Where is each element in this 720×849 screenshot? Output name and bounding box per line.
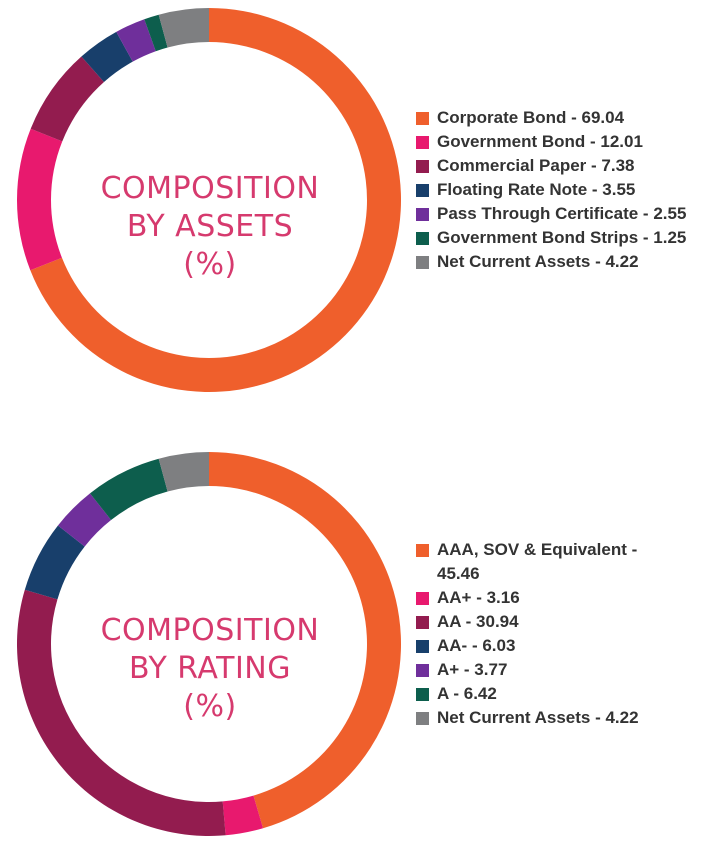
assets-title-line-2: BY ASSETS	[126, 209, 294, 244]
assets-title-line-1: COMPOSITION	[100, 171, 320, 206]
assets-title-line-3: (%)	[183, 247, 237, 282]
legend-swatch	[416, 208, 429, 221]
rating-slice-aa	[24, 525, 85, 600]
rating-slice-net-current-assets	[158, 452, 209, 492]
legend-label: A+ - 3.77	[437, 660, 508, 679]
legend-label: Floating Rate Note - 3.55	[437, 180, 636, 199]
legend-item-aa-plus: AA+ - 3.16	[416, 586, 677, 610]
legend-item-a: A - 6.42	[416, 682, 677, 706]
legend-swatch	[416, 592, 429, 605]
rating-title-line-2: BY RATING	[129, 651, 291, 686]
legend-item-pass-through-certificate: Pass Through Certificate - 2.55	[416, 202, 686, 226]
rating-composition-chart: COMPOSITION BY RATING (%) AAA, SOV & Equ…	[0, 440, 720, 849]
legend-item-aa-minus: AA- - 6.03	[416, 634, 677, 658]
legend-item-net-current-assets: Net Current Assets - 4.22	[416, 250, 686, 274]
rating-slice-a	[57, 493, 112, 547]
legend-label: Net Current Assets - 4.22	[437, 252, 639, 271]
assets-slice-government-bond	[16, 128, 63, 271]
legend-item-government-bond: Government Bond - 12.01	[416, 130, 686, 154]
legend-label: AA- - 6.03	[437, 636, 516, 655]
legend-item-floating-rate-note: Floating Rate Note - 3.55	[416, 178, 686, 202]
legend-item-aaa-sov-equivalent: AAA, SOV & Equivalent - 45.46	[416, 538, 677, 586]
rating-title-line-1: COMPOSITION	[100, 613, 320, 648]
legend-item-net-current-assets: Net Current Assets - 4.22	[416, 706, 677, 730]
rating-legend: AAA, SOV & Equivalent - 45.46 AA+ - 3.16…	[416, 538, 677, 730]
legend-item-commercial-paper: Commercial Paper - 7.38	[416, 154, 686, 178]
legend-label: AA - 30.94	[437, 612, 519, 631]
rating-slice-a	[89, 458, 168, 521]
assets-slice-commercial-paper	[30, 56, 104, 142]
assets-composition-chart: COMPOSITION BY ASSETS (%) Corporate Bond…	[0, 0, 720, 400]
legend-swatch	[416, 640, 429, 653]
legend-swatch	[416, 136, 429, 149]
legend-swatch	[416, 544, 429, 557]
legend-swatch	[416, 664, 429, 677]
assets-center-title: COMPOSITION BY ASSETS (%)	[80, 170, 340, 284]
legend-label: Corporate Bond - 69.04	[437, 108, 625, 127]
legend-item-corporate-bond: Corporate Bond - 69.04	[416, 106, 686, 130]
legend-label: Government Bond - 12.01	[437, 132, 643, 151]
rating-title-line-3: (%)	[183, 689, 237, 724]
legend-label: Government Bond Strips - 1.25	[437, 228, 687, 247]
legend-label: AA+ - 3.16	[437, 588, 520, 607]
legend-label: Pass Through Certificate - 2.55	[437, 204, 687, 223]
legend-label: A - 6.42	[437, 684, 497, 703]
legend-item-aa: AA - 30.94	[416, 610, 677, 634]
legend-swatch	[416, 112, 429, 125]
legend-swatch	[416, 256, 429, 269]
legend-item-government-bond-strips: Government Bond Strips - 1.25	[416, 226, 686, 250]
legend-label: AAA, SOV & Equivalent - 45.46	[437, 540, 638, 583]
legend-label: Net Current Assets - 4.22	[437, 708, 639, 727]
legend-swatch	[416, 712, 429, 725]
assets-slice-government-bond-strips	[144, 14, 168, 52]
legend-swatch	[416, 232, 429, 245]
rating-slice-aa	[222, 795, 264, 836]
assets-legend: Corporate Bond - 69.04 Government Bond -…	[416, 106, 686, 274]
assets-slice-net-current-assets	[158, 8, 209, 48]
legend-swatch	[416, 616, 429, 629]
legend-label: Commercial Paper - 7.38	[437, 156, 635, 175]
legend-swatch	[416, 688, 429, 701]
rating-slice-aaa-sov-equivalent	[209, 452, 401, 829]
rating-center-title: COMPOSITION BY RATING (%)	[80, 612, 340, 726]
assets-donut-chart	[16, 8, 401, 392]
rating-donut-chart	[17, 452, 401, 836]
assets-slice-pass-through-certificate	[116, 19, 156, 62]
rating-slice-aa	[17, 589, 226, 836]
legend-swatch	[416, 184, 429, 197]
assets-slice-floating-rate-note	[81, 31, 133, 82]
legend-swatch	[416, 160, 429, 173]
legend-item-a-plus: A+ - 3.77	[416, 658, 677, 682]
